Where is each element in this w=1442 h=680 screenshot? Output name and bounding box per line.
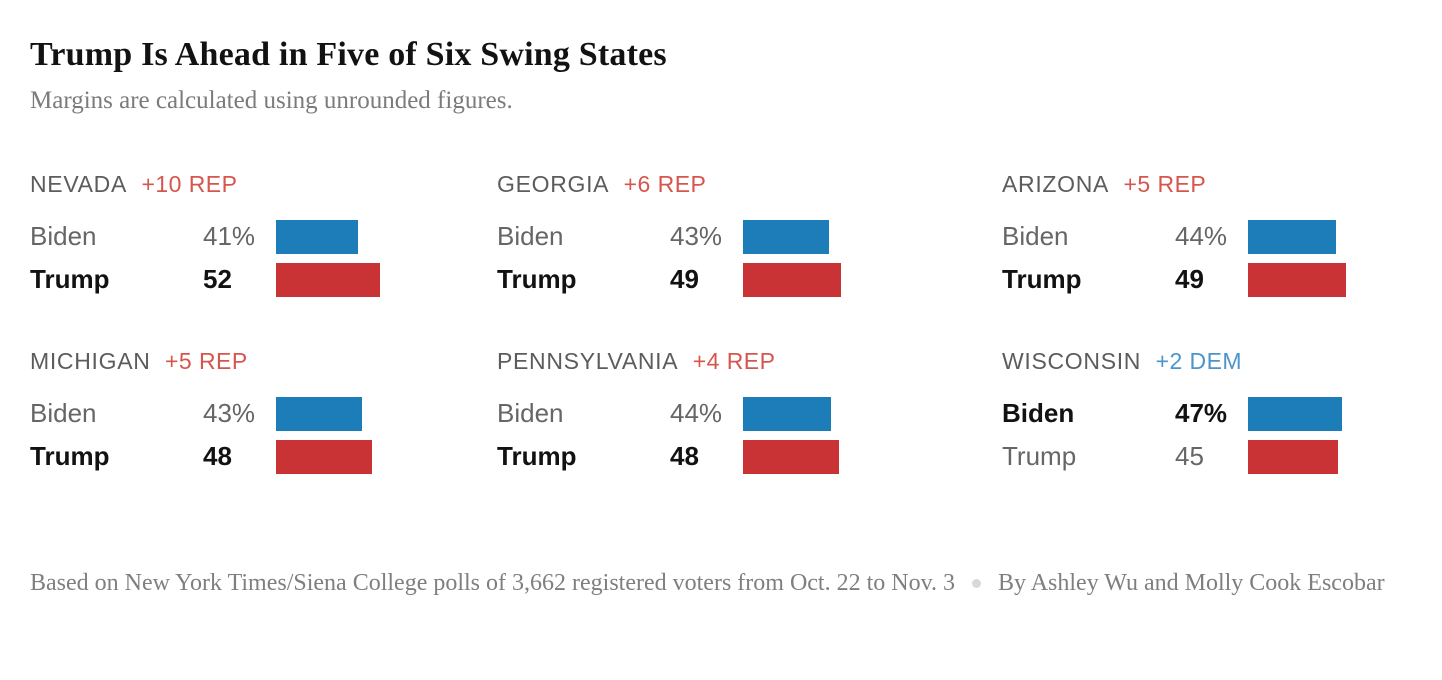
candidate-name: Trump bbox=[30, 441, 110, 471]
poll-bar bbox=[1248, 219, 1336, 254]
panel-header: MICHIGAN +5 REP bbox=[30, 348, 497, 375]
candidate-name: Trump bbox=[497, 264, 577, 294]
state-panel-nevada: NEVADA +10 REP Biden 41% Trump 52 bbox=[30, 171, 497, 301]
candidate-value: 49 bbox=[1175, 264, 1204, 294]
page-subtitle: Margins are calculated using unrounded f… bbox=[30, 87, 513, 114]
candidate-value: 48 bbox=[203, 441, 232, 471]
state-label: MICHIGAN bbox=[30, 348, 151, 374]
candidate-row: Biden 43% bbox=[30, 392, 497, 435]
candidate-value: 45 bbox=[1175, 441, 1204, 471]
poll-bar bbox=[743, 262, 841, 297]
candidate-row: Biden 47% bbox=[1002, 392, 1442, 435]
candidate-name: Biden bbox=[1002, 221, 1069, 251]
panel-header: NEVADA +10 REP bbox=[30, 171, 497, 198]
candidate-name: Trump bbox=[497, 441, 577, 471]
byline-text: By Ashley Wu and Molly Cook Escobar bbox=[998, 570, 1385, 596]
footer-note: Based on New York Times/Siena College po… bbox=[0, 562, 1420, 604]
candidate-value: 43% bbox=[670, 221, 723, 251]
source-text: Based on New York Times/Siena College po… bbox=[30, 570, 956, 596]
poll-bar bbox=[1248, 439, 1338, 474]
margin-badge: +6 REP bbox=[623, 171, 707, 197]
margin-badge: +10 REP bbox=[141, 171, 238, 197]
candidate-name: Biden bbox=[30, 221, 97, 251]
candidate-value: 44% bbox=[1175, 221, 1228, 251]
panel-header: PENNSYLVANIA +4 REP bbox=[497, 348, 1002, 375]
margin-badge: +4 REP bbox=[692, 348, 776, 374]
state-panel-pennsylvania: PENNSYLVANIA +4 REP Biden 44% Trump 48 bbox=[497, 348, 1002, 478]
margin-badge: +5 REP bbox=[164, 348, 248, 374]
margin-badge: +2 DEM bbox=[1155, 348, 1243, 374]
poll-bar bbox=[1248, 396, 1342, 431]
candidate-value: 47% bbox=[1175, 398, 1228, 428]
poll-bar bbox=[1248, 262, 1346, 297]
candidate-name: Trump bbox=[1002, 264, 1082, 294]
candidate-value: 43% bbox=[203, 398, 256, 428]
masthead: Trump Is Ahead in Five of Six Swing Stat… bbox=[0, 0, 1442, 115]
candidate-row: Biden 43% bbox=[497, 215, 1002, 258]
poll-bar bbox=[743, 396, 831, 431]
state-panel-michigan: MICHIGAN +5 REP Biden 43% Trump 48 bbox=[30, 348, 497, 478]
candidate-value: 44% bbox=[670, 398, 723, 428]
state-label: WISCONSIN bbox=[1002, 348, 1142, 374]
candidate-row: Trump 48 bbox=[497, 435, 1002, 478]
state-panels-grid: NEVADA +10 REP Biden 41% Trump 52 GEORGI… bbox=[0, 171, 1442, 478]
candidate-name: Biden bbox=[497, 398, 564, 428]
candidate-name: Biden bbox=[30, 398, 97, 428]
candidate-name: Trump bbox=[30, 264, 110, 294]
separator-dot-icon bbox=[972, 579, 982, 588]
candidate-name: Trump bbox=[1002, 441, 1077, 471]
candidate-name: Biden bbox=[497, 221, 564, 251]
state-label: PENNSYLVANIA bbox=[497, 348, 679, 374]
candidate-value: 49 bbox=[670, 264, 699, 294]
state-panel-georgia: GEORGIA +6 REP Biden 43% Trump 49 bbox=[497, 171, 1002, 301]
candidate-row: Biden 44% bbox=[497, 392, 1002, 435]
candidate-value: 41% bbox=[203, 221, 256, 251]
candidate-value: 48 bbox=[670, 441, 699, 471]
poll-bar bbox=[276, 262, 380, 297]
panel-header: GEORGIA +6 REP bbox=[497, 171, 1002, 198]
candidate-row: Trump 52 bbox=[30, 258, 497, 301]
state-label: ARIZONA bbox=[1002, 171, 1110, 197]
state-panel-arizona: ARIZONA +5 REP Biden 44% Trump 49 bbox=[1002, 171, 1442, 301]
candidate-row: Trump 49 bbox=[497, 258, 1002, 301]
margin-badge: +5 REP bbox=[1123, 171, 1207, 197]
poll-bar bbox=[276, 439, 372, 474]
candidate-row: Biden 41% bbox=[30, 215, 497, 258]
state-label: GEORGIA bbox=[497, 171, 610, 197]
panel-header: WISCONSIN +2 DEM bbox=[1002, 348, 1442, 375]
page-title: Trump Is Ahead in Five of Six Swing Stat… bbox=[30, 36, 667, 73]
state-label: NEVADA bbox=[30, 171, 128, 197]
panel-header: ARIZONA +5 REP bbox=[1002, 171, 1442, 198]
candidate-row: Trump 48 bbox=[30, 435, 497, 478]
poll-bar bbox=[276, 396, 362, 431]
candidate-row: Trump 45 bbox=[1002, 435, 1442, 478]
candidate-value: 52 bbox=[203, 264, 232, 294]
poll-bar bbox=[743, 439, 839, 474]
poll-bar bbox=[743, 219, 829, 254]
poll-bar bbox=[276, 219, 358, 254]
candidate-row: Biden 44% bbox=[1002, 215, 1442, 258]
candidate-row: Trump 49 bbox=[1002, 258, 1442, 301]
candidate-name: Biden bbox=[1002, 398, 1075, 428]
state-panel-wisconsin: WISCONSIN +2 DEM Biden 47% Trump 45 bbox=[1002, 348, 1442, 478]
